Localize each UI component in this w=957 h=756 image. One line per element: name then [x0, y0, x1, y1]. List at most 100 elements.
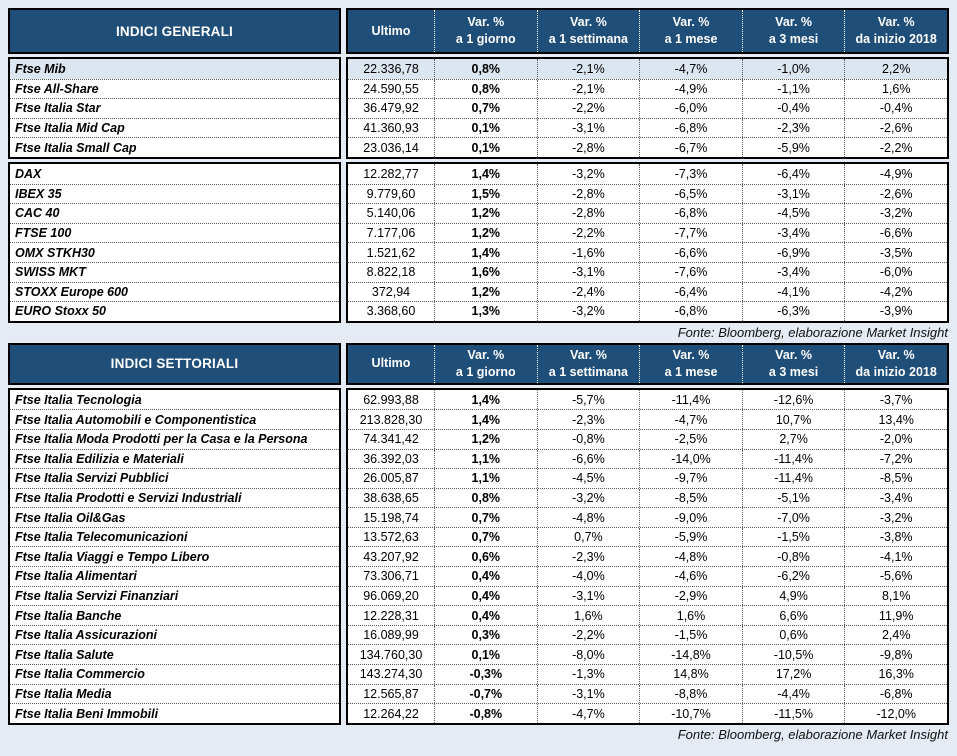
var-cell: 0,6% [741, 625, 845, 645]
var-cell: -11,4% [741, 469, 845, 488]
var-cell: -0,8% [536, 429, 640, 449]
var-cell: -4,7% [536, 704, 640, 723]
var-cell: -7,6% [639, 262, 742, 282]
var-cell: -2,3% [536, 410, 640, 429]
var-cell: -1,0% [741, 59, 845, 79]
table-header: INDICI SETTORIALI Ultimo Var. % a 1 giorn… [8, 342, 949, 385]
table-row: 24.590,55 0,8% -2,1% -4,9% -1,1% 1,6% [348, 78, 947, 99]
var-cell: 1,4% [434, 243, 537, 262]
var-label: Var. % [877, 347, 915, 362]
var-cell: 1,6% [639, 606, 742, 625]
index-name-column: Ftse Italia Tecnologia Ftse Italia Automo… [8, 387, 341, 725]
var-cell: -0,7% [434, 684, 537, 704]
var-cell: -0,4% [844, 99, 947, 118]
index-name-cell: SWISS MKT [10, 261, 339, 282]
ultimo-cell: 12.565,87 [363, 686, 419, 701]
var-cell: -3,2% [844, 508, 947, 527]
var-cell: -0,8% [434, 704, 537, 723]
ultimo-cell: 5.140,06 [366, 206, 416, 221]
var-cell: -3,1% [536, 118, 640, 138]
var-cell: -4,5% [741, 204, 845, 223]
index-name-cell: FTSE 100 [10, 222, 339, 243]
table-body: Ftse Mib Ftse All-Share Ftse Italia Star Ft… [8, 57, 949, 323]
ultimo-cell: 13.572,63 [363, 530, 419, 545]
index-name-cell: Ftse Italia Alimentari [10, 566, 339, 586]
table-row: 74.341,42 1,2% -0,8% -2,5% 2,7% -2,0% [348, 428, 947, 449]
var-cell: -3,2% [536, 488, 640, 508]
var-cell: -5,9% [639, 527, 742, 547]
ultimo-cell: 22.336,78 [363, 61, 419, 76]
var-cell: -4,9% [639, 79, 742, 99]
var-cell: -12,0% [844, 704, 947, 723]
table-row: 41.360,93 0,1% -3,1% -6,8% -2,3% -2,6% [348, 117, 947, 138]
index-name-cell: Ftse Italia Commercio [10, 664, 339, 684]
column-header-1m: Var. % a 1 mese [639, 344, 742, 383]
table-row: 12.282,77 1,4% -3,2% -7,3% -6,4% -4,9% [348, 163, 947, 184]
ultimo-cell: 12.228,31 [363, 608, 419, 623]
var-cell: -3,4% [844, 488, 947, 508]
var-cell: 1,4% [434, 389, 537, 410]
var-cell: -2,0% [844, 429, 947, 449]
var-label: Var. % [672, 347, 710, 362]
table-title: INDICI SETTORIALI [8, 342, 341, 385]
var-cell: -2,9% [639, 586, 742, 606]
indici-generali-section: INDICI GENERALI Ultimo Var. % a 1 giorno … [8, 8, 949, 343]
table-row: 16.089,99 0,3% -2,2% -1,5% 0,6% 2,4% [348, 624, 947, 645]
var-cell: -10,7% [639, 704, 742, 723]
var-label: Var. % [569, 15, 607, 29]
var-cell: 1,2% [434, 429, 537, 449]
var-cell: -12,6% [741, 389, 845, 410]
var-cell: 6,6% [741, 606, 845, 625]
var-cell: -1,5% [639, 625, 742, 645]
period-label: a 1 settimana [548, 32, 628, 46]
index-name-cell: OMX STKH30 [10, 242, 339, 262]
var-cell: -1,6% [536, 243, 640, 262]
var-cell: -3,4% [741, 223, 845, 243]
index-name-cell: Ftse Italia Servizi Finanziari [10, 585, 339, 606]
var-cell: -4,8% [536, 508, 640, 527]
var-cell: 4,9% [741, 586, 845, 606]
ultimo-cell: 38.638,65 [363, 490, 419, 505]
var-cell: -2,5% [639, 429, 742, 449]
var-cell: -11,4% [639, 389, 742, 410]
ultimo-cell: 36.479,92 [363, 101, 419, 116]
ultimo-cell: 7.177,06 [366, 226, 416, 241]
var-cell: -2,2% [844, 138, 947, 157]
var-cell: 0,1% [434, 118, 537, 138]
var-cell: -4,7% [639, 59, 742, 79]
var-cell: -6,2% [741, 567, 845, 586]
table-row: 96.069,20 0,4% -3,1% -2,9% 4,9% 8,1% [348, 585, 947, 606]
table-row: 15.198,74 0,7% -4,8% -9,0% -7,0% -3,2% [348, 507, 947, 527]
row-group: Ftse Italia Tecnologia Ftse Italia Automo… [8, 387, 949, 725]
index-name-cell: Ftse Italia Prodotti e Servizi Industria… [10, 487, 339, 508]
var-cell: -6,8% [639, 302, 742, 321]
var-cell: -4,1% [844, 547, 947, 567]
var-cell: 2,7% [741, 429, 845, 449]
table-row: 26.005,87 1,1% -4,5% -9,7% -11,4% -8,5% [348, 468, 947, 488]
ultimo-cell: 26.005,87 [363, 471, 419, 486]
var-cell: 16,3% [844, 665, 947, 684]
var-cell: 0,1% [434, 645, 537, 665]
var-label: Var. % [467, 15, 505, 29]
column-header-ultimo: Ultimo [348, 345, 434, 383]
table-row: 9.779,60 1,5% -2,8% -6,5% -3,1% -2,6% [348, 183, 947, 204]
index-name-cell: Ftse Italia Beni Immobili [10, 703, 339, 723]
var-label: Var. % [877, 15, 915, 29]
index-name-cell: Ftse All-Share [10, 78, 339, 99]
var-cell: -8,5% [844, 469, 947, 488]
index-name-cell: EURO Stoxx 50 [10, 301, 339, 321]
ultimo-cell: 143.274,30 [359, 667, 423, 682]
var-cell: 0,7% [434, 508, 537, 527]
var-cell: -2,2% [536, 223, 640, 243]
var-cell: -2,6% [844, 184, 947, 204]
var-cell: -3,1% [741, 184, 845, 204]
ultimo-cell: 9.779,60 [366, 186, 416, 201]
period-label: a 3 mesi [768, 364, 819, 379]
var-cell: -6,6% [536, 449, 640, 469]
column-header-1s: Var. % a 1 settimana [536, 344, 640, 383]
var-cell: -0,8% [741, 547, 845, 567]
var-cell: 1,6% [844, 79, 947, 99]
index-name-cell: Ftse Italia Edilizia e Materiali [10, 448, 339, 469]
ultimo-cell: 73.306,71 [363, 569, 419, 584]
period-label: a 1 mese [664, 32, 718, 46]
